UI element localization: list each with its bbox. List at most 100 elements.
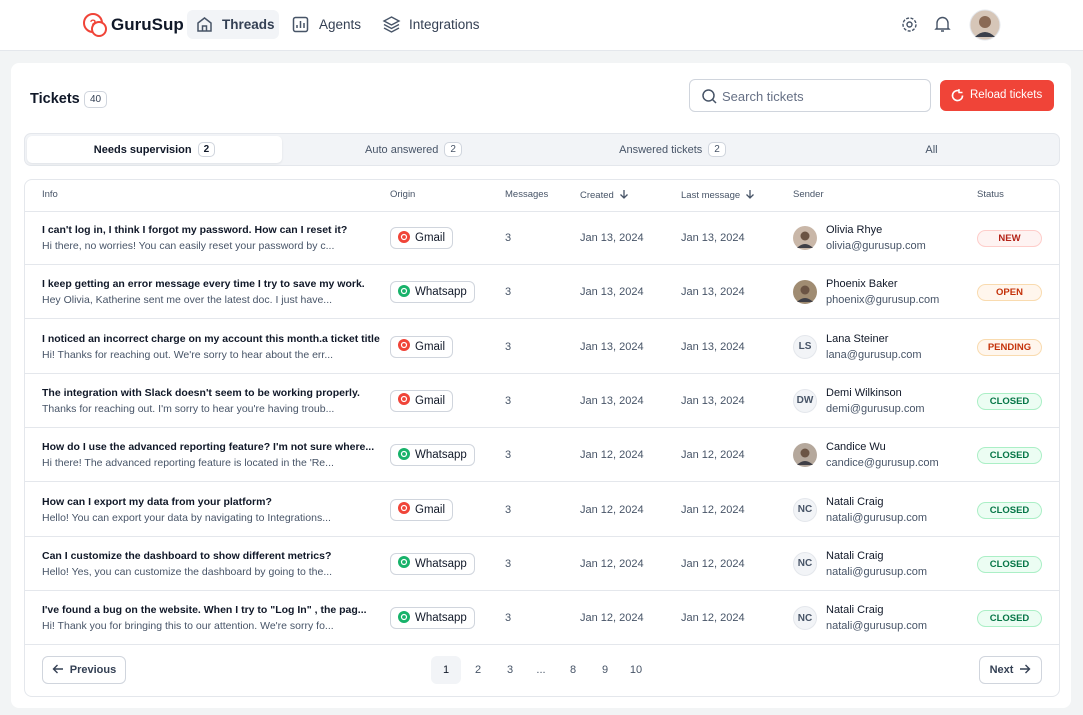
column-header: Info [42, 189, 58, 200]
page-number[interactable]: 1 [431, 656, 461, 684]
column-header: Last message [681, 189, 755, 202]
avatar-initials: NC [793, 606, 817, 631]
ticket-preview: Thanks for reaching out. I'm sorry to he… [42, 402, 335, 415]
next-button[interactable]: Next [979, 656, 1042, 684]
status-badge: CLOSED [977, 501, 1042, 519]
nav-item[interactable]: Agents [319, 17, 362, 32]
origin-pill: Whatsapp [390, 607, 475, 630]
tab-count: 2 [444, 142, 462, 157]
tab[interactable]: All [804, 136, 1059, 163]
ticket-preview: Hi! Thank you for bringing this to our a… [42, 620, 334, 633]
status-badge: PENDING [977, 338, 1042, 356]
ticket-preview: Hello! You can export your data by navig… [42, 511, 331, 524]
page-number[interactable]: ... [536, 664, 546, 676]
ticket-preview: Hi there, no worries! You can easily res… [42, 240, 335, 252]
column-header: Created [580, 189, 629, 202]
origin-pill: Gmail [390, 498, 454, 521]
created: Jan 13, 2024 [580, 232, 644, 244]
settings-icon[interactable] [901, 16, 918, 33]
column-header: Origin [390, 189, 415, 200]
sender-email: candice@gurusup.com [826, 457, 939, 470]
created: Jan 13, 2024 [580, 340, 644, 353]
ticket-title: I noticed an incorrect charge on my acco… [42, 332, 380, 345]
nav-item[interactable]: Threads [222, 17, 275, 32]
ticket-row[interactable] [25, 374, 1059, 428]
ticket-title: I keep getting an error message every ti… [42, 278, 365, 291]
sender-email: phoenix@gurusup.com [826, 294, 940, 307]
reload-button[interactable]: Reload tickets [940, 80, 1054, 111]
tab-label: Answered tickets [619, 143, 703, 156]
ticket-preview: Hi! Thanks for reaching out. We're sorry… [42, 348, 334, 361]
origin-icon [398, 556, 410, 571]
header-divider [25, 211, 1059, 212]
sender-email: demi@gurusup.com [826, 402, 925, 415]
ticket-row[interactable] [25, 591, 1059, 646]
tab-label: All [925, 143, 938, 156]
previous-button[interactable]: Previous [42, 656, 126, 684]
tab[interactable]: Needs supervision 2 [27, 136, 282, 163]
avatar-photo [793, 226, 817, 255]
origin-pill: Whatsapp [390, 552, 475, 575]
bell-icon[interactable] [934, 15, 951, 33]
created: Jan 12, 2024 [580, 557, 644, 570]
layers-icon [382, 16, 401, 33]
sender-name: Phoenix Baker [826, 278, 898, 291]
created: Jan 12, 2024 [580, 449, 644, 462]
ticket-row[interactable] [25, 265, 1059, 320]
sender-name: Olivia Rhye [826, 224, 883, 236]
created: Jan 13, 2024 [580, 394, 644, 407]
ticket-preview: Hey Olivia, Katherine sent me over the l… [42, 294, 333, 307]
user-avatar[interactable] [969, 9, 1001, 41]
page-number[interactable]: 2 [474, 664, 482, 676]
created: Jan 12, 2024 [580, 612, 644, 625]
chart-icon [292, 16, 309, 33]
nav-item[interactable]: Integrations [409, 17, 480, 32]
status-badge: NEW [977, 230, 1042, 247]
ticket-preview: Hi there! The advanced reporting feature… [42, 457, 334, 470]
origin-pill: Gmail [390, 389, 454, 412]
page-number[interactable]: 9 [601, 664, 609, 676]
created: Jan 12, 2024 [580, 503, 644, 516]
column-header: Messages [505, 189, 548, 200]
origin-pill: Whatsapp [390, 444, 475, 467]
sender-name: Candice Wu [826, 441, 886, 454]
page-number[interactable]: 10 [629, 664, 643, 676]
search-box[interactable]: Search tickets [689, 79, 931, 112]
ticket-title: The integration with Slack doesn't seem … [42, 386, 360, 399]
ticket-title: I've found a bug on the website. When I … [42, 604, 367, 617]
sender-name: Natali Craig [826, 549, 884, 562]
origin-pill: Gmail [390, 227, 454, 249]
ticket-row[interactable] [25, 211, 1059, 265]
tab-label: Auto answered [365, 143, 439, 156]
last-message: Jan 13, 2024 [681, 340, 745, 353]
ticket-row[interactable] [25, 483, 1059, 537]
ticket-row[interactable] [25, 428, 1059, 483]
origin-icon [398, 393, 410, 408]
origin-label: Gmail [415, 340, 446, 353]
column-label: Sender [793, 189, 824, 200]
origin-label: Gmail [415, 232, 446, 244]
status-badge: CLOSED [977, 555, 1042, 573]
status-badge: CLOSED [977, 610, 1042, 628]
sender-email: natali@gurusup.com [826, 565, 928, 578]
origin-label: Gmail [415, 394, 446, 407]
page-number[interactable]: 8 [569, 664, 577, 676]
sender-email: natali@gurusup.com [826, 511, 928, 524]
arrow-right [1019, 663, 1031, 678]
last-message: Jan 12, 2024 [681, 612, 745, 625]
avatar-initials: DW [793, 388, 817, 413]
tab[interactable]: Answered tickets 2 [545, 136, 800, 163]
search-placeholder: Search tickets [722, 89, 804, 104]
ticket-row[interactable] [25, 537, 1059, 591]
messages: 3 [505, 612, 512, 625]
ticket-row[interactable] [25, 320, 1059, 374]
sender-email: natali@gurusup.com [826, 620, 928, 633]
page-number[interactable]: 3 [506, 664, 514, 676]
search-icon [701, 88, 718, 110]
reload-label: Reload tickets [970, 89, 1043, 101]
tab[interactable]: Auto answered 2 [286, 136, 541, 163]
column-header: Status [977, 189, 1004, 200]
logo-icon: ? [83, 13, 107, 37]
arrow-left [52, 663, 64, 678]
origin-icon [398, 502, 410, 517]
